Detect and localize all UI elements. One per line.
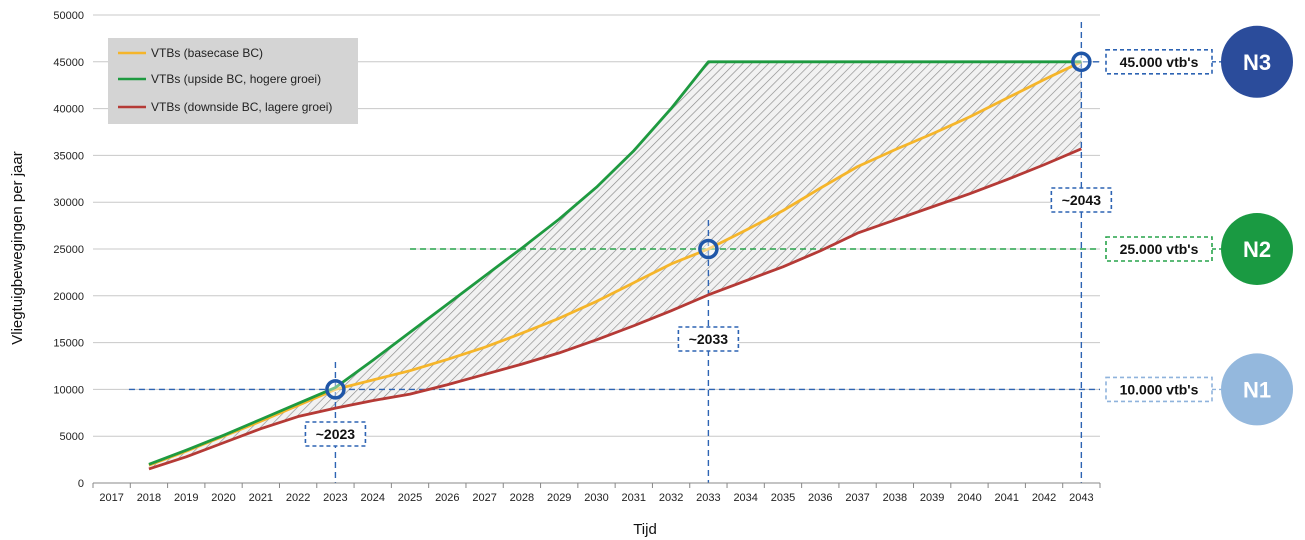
y-tick-label: 30000 bbox=[53, 197, 84, 209]
n2-level-box bbox=[1105, 236, 1213, 262]
x-tick-label: 2026 bbox=[435, 492, 459, 504]
n2-badge bbox=[1221, 213, 1293, 285]
x-tick-label: 2027 bbox=[472, 492, 496, 504]
x-tick-label: 2033 bbox=[696, 492, 720, 504]
x-tick-label: 2024 bbox=[360, 492, 384, 504]
x-tick-label: 2029 bbox=[547, 492, 571, 504]
x-tick-label: 2018 bbox=[137, 492, 161, 504]
n1-badge-label: N1 bbox=[1243, 377, 1271, 402]
n1-badge bbox=[1221, 353, 1293, 426]
legend-label-basecase: VTBs (basecase BC) bbox=[151, 46, 263, 60]
legend: VTBs (basecase BC) VTBs (upside BC, hoge… bbox=[108, 38, 358, 124]
upside-line bbox=[148, 60, 1082, 466]
x-tick-label: 2041 bbox=[995, 492, 1019, 504]
x-tick-label: 2028 bbox=[510, 492, 534, 504]
x-tick-label: 2043 bbox=[1069, 492, 1093, 504]
basecase-line bbox=[148, 60, 1082, 467]
x-tick-label: 2039 bbox=[920, 492, 944, 504]
legend-label-upside: VTBs (upside BC, hogere groei) bbox=[151, 72, 321, 86]
x-axis-title: Tijd bbox=[633, 521, 657, 538]
y-tick-label: 25000 bbox=[53, 244, 84, 256]
x-tick-label: 2035 bbox=[771, 492, 795, 504]
x-tick-label: 2037 bbox=[845, 492, 869, 504]
y-tick-label: 20000 bbox=[53, 291, 84, 303]
y-tick-label: 45000 bbox=[53, 57, 84, 69]
y-tick-label: 40000 bbox=[53, 104, 84, 116]
y-tick-label: 10000 bbox=[53, 384, 84, 396]
axis-layer: 0 5000 10000 15000 20000 25000 30000 35000 40000… bbox=[53, 10, 1101, 504]
n1-year-box bbox=[304, 421, 367, 447]
y-tick-label: 15000 bbox=[53, 338, 84, 350]
band-layer bbox=[148, 61, 1082, 469]
x-tick-label: 2020 bbox=[211, 492, 235, 504]
n2-marker bbox=[698, 238, 719, 260]
n3-badge-label: N3 bbox=[1243, 50, 1271, 75]
downside-line bbox=[148, 147, 1082, 471]
x-tick-label: 2019 bbox=[174, 492, 198, 504]
marker-layer: ~2023 10.000 vtb's N1 ~2033 25.000 vtb's N2 ~2… bbox=[304, 25, 1293, 447]
n1-level-label: 10.000 vtb's bbox=[1120, 381, 1199, 397]
n2-year-label: ~2033 bbox=[689, 331, 729, 347]
legend-label-downside: VTBs (downside BC, lagere groei) bbox=[151, 100, 332, 114]
legend-box bbox=[108, 38, 358, 124]
y-axis-title: Vliegtuigbewegingen per jaar bbox=[9, 151, 26, 344]
n3-level-box bbox=[1105, 48, 1213, 75]
n1-year-label: ~2023 bbox=[316, 426, 356, 442]
x-tick-label: 2030 bbox=[584, 492, 608, 504]
y-tick-label: 50000 bbox=[53, 10, 84, 22]
y-tick-label: 35000 bbox=[53, 150, 84, 162]
scenario-band bbox=[148, 61, 1082, 469]
x-tick-label: 2040 bbox=[957, 492, 981, 504]
x-tick-label: 2042 bbox=[1032, 492, 1056, 504]
x-tick-label: 2034 bbox=[733, 492, 757, 504]
x-tick-label: 2038 bbox=[883, 492, 907, 504]
y-tick-label: 0 bbox=[78, 478, 84, 490]
n3-marker bbox=[1071, 51, 1092, 73]
n3-year-label: ~2043 bbox=[1062, 192, 1102, 208]
n2-badge-label: N2 bbox=[1243, 237, 1271, 262]
x-tick-label: 2017 bbox=[99, 492, 123, 504]
x-tick-label: 2032 bbox=[659, 492, 683, 504]
n1-level-box bbox=[1105, 376, 1213, 403]
n3-badge bbox=[1221, 25, 1293, 98]
n2-year-box bbox=[677, 326, 740, 352]
x-tick-label: 2036 bbox=[808, 492, 832, 504]
x-tick-label: 2025 bbox=[398, 492, 422, 504]
x-tick-label: 2022 bbox=[286, 492, 310, 504]
y-tick-label: 5000 bbox=[60, 431, 84, 443]
n3-level-label: 45.000 vtb's bbox=[1120, 54, 1199, 70]
n2-level-label: 25.000 vtb's bbox=[1120, 241, 1199, 257]
n1-marker bbox=[325, 379, 346, 400]
series-layer bbox=[148, 60, 1082, 471]
x-tick-label: 2023 bbox=[323, 492, 347, 504]
n3-year-box bbox=[1050, 187, 1113, 213]
x-tick-label: 2031 bbox=[622, 492, 646, 504]
x-tick-label: 2021 bbox=[249, 492, 273, 504]
